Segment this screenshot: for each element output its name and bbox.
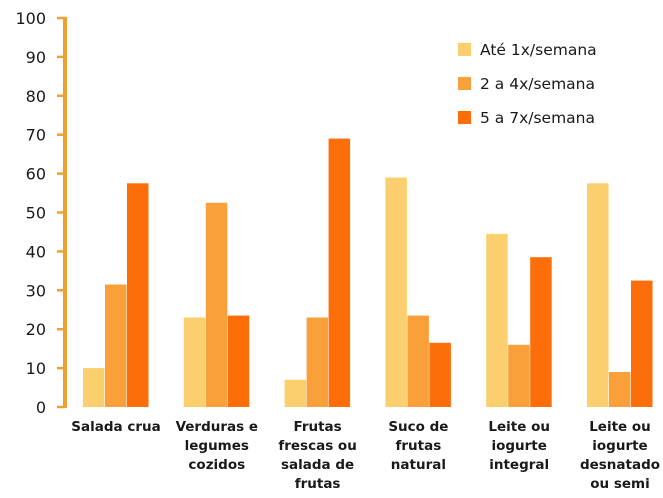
bar-5-series-1 bbox=[486, 233, 508, 407]
bar-2-series-2 bbox=[205, 202, 228, 407]
legend-label: 2 a 4x/semana bbox=[480, 75, 595, 93]
bar-3-series-2 bbox=[306, 317, 329, 407]
y-tick-label: 40 bbox=[26, 242, 46, 261]
y-tick-label: 20 bbox=[26, 320, 46, 339]
x-category-label: Leite ou iogurte desnatado ou semi bbox=[580, 419, 660, 492]
y-tick-label: 70 bbox=[26, 126, 46, 145]
bar-4-series-3 bbox=[429, 342, 451, 407]
y-tick-label: 60 bbox=[26, 165, 46, 184]
bar-5-series-3 bbox=[530, 257, 552, 407]
bar-6-series-2 bbox=[609, 372, 631, 407]
legend-swatch bbox=[458, 77, 471, 90]
x-category-label: Frutas frescas ou salada de frutas bbox=[278, 419, 356, 492]
y-tick-label: 30 bbox=[26, 281, 46, 300]
y-tick-label: 50 bbox=[26, 204, 46, 223]
y-tick-label: 90 bbox=[26, 48, 46, 67]
y-tick-label: 0 bbox=[36, 398, 46, 417]
bar-5-series-2 bbox=[508, 344, 530, 407]
x-category-label: Verduras e legumes cozidos bbox=[176, 419, 258, 473]
bar-2-series-1 bbox=[183, 317, 206, 407]
x-category-labels: Salada crua Verduras e legumes cozidos Fruta… bbox=[71, 419, 660, 492]
bar-6-series-3 bbox=[631, 280, 653, 407]
bar-4-series-2 bbox=[407, 315, 429, 407]
bar-3-series-3 bbox=[328, 138, 351, 407]
legend: Até 1x/semana 2 a 4x/semana 5 a 7x/semana bbox=[458, 41, 597, 127]
bar-3-series-1 bbox=[284, 379, 307, 407]
legend-label: 5 a 7x/semana bbox=[480, 109, 595, 127]
x-category-label: Salada crua bbox=[71, 419, 160, 435]
y-tick-labels: 0 10 20 30 40 50 60 70 80 90 100 bbox=[15, 9, 46, 417]
legend-swatch bbox=[458, 43, 471, 56]
bar-1-series-2 bbox=[105, 284, 127, 407]
bar-2-series-3 bbox=[227, 315, 250, 407]
bar-6-series-1 bbox=[587, 183, 609, 407]
x-category-label: Leite ou iogurte integral bbox=[488, 419, 550, 473]
y-axis bbox=[57, 16, 67, 409]
y-tick-label: 100 bbox=[15, 9, 46, 28]
bar-1-series-1 bbox=[83, 368, 105, 407]
bar-4-series-1 bbox=[385, 177, 407, 407]
legend-label: Até 1x/semana bbox=[480, 41, 597, 59]
y-tick-label: 80 bbox=[26, 87, 46, 106]
y-tick-label: 10 bbox=[26, 359, 46, 378]
x-category-label: Suco de frutas natural bbox=[388, 419, 448, 473]
legend-swatch bbox=[458, 111, 471, 124]
bars-group bbox=[83, 138, 653, 407]
bar-1-series-3 bbox=[127, 183, 149, 407]
